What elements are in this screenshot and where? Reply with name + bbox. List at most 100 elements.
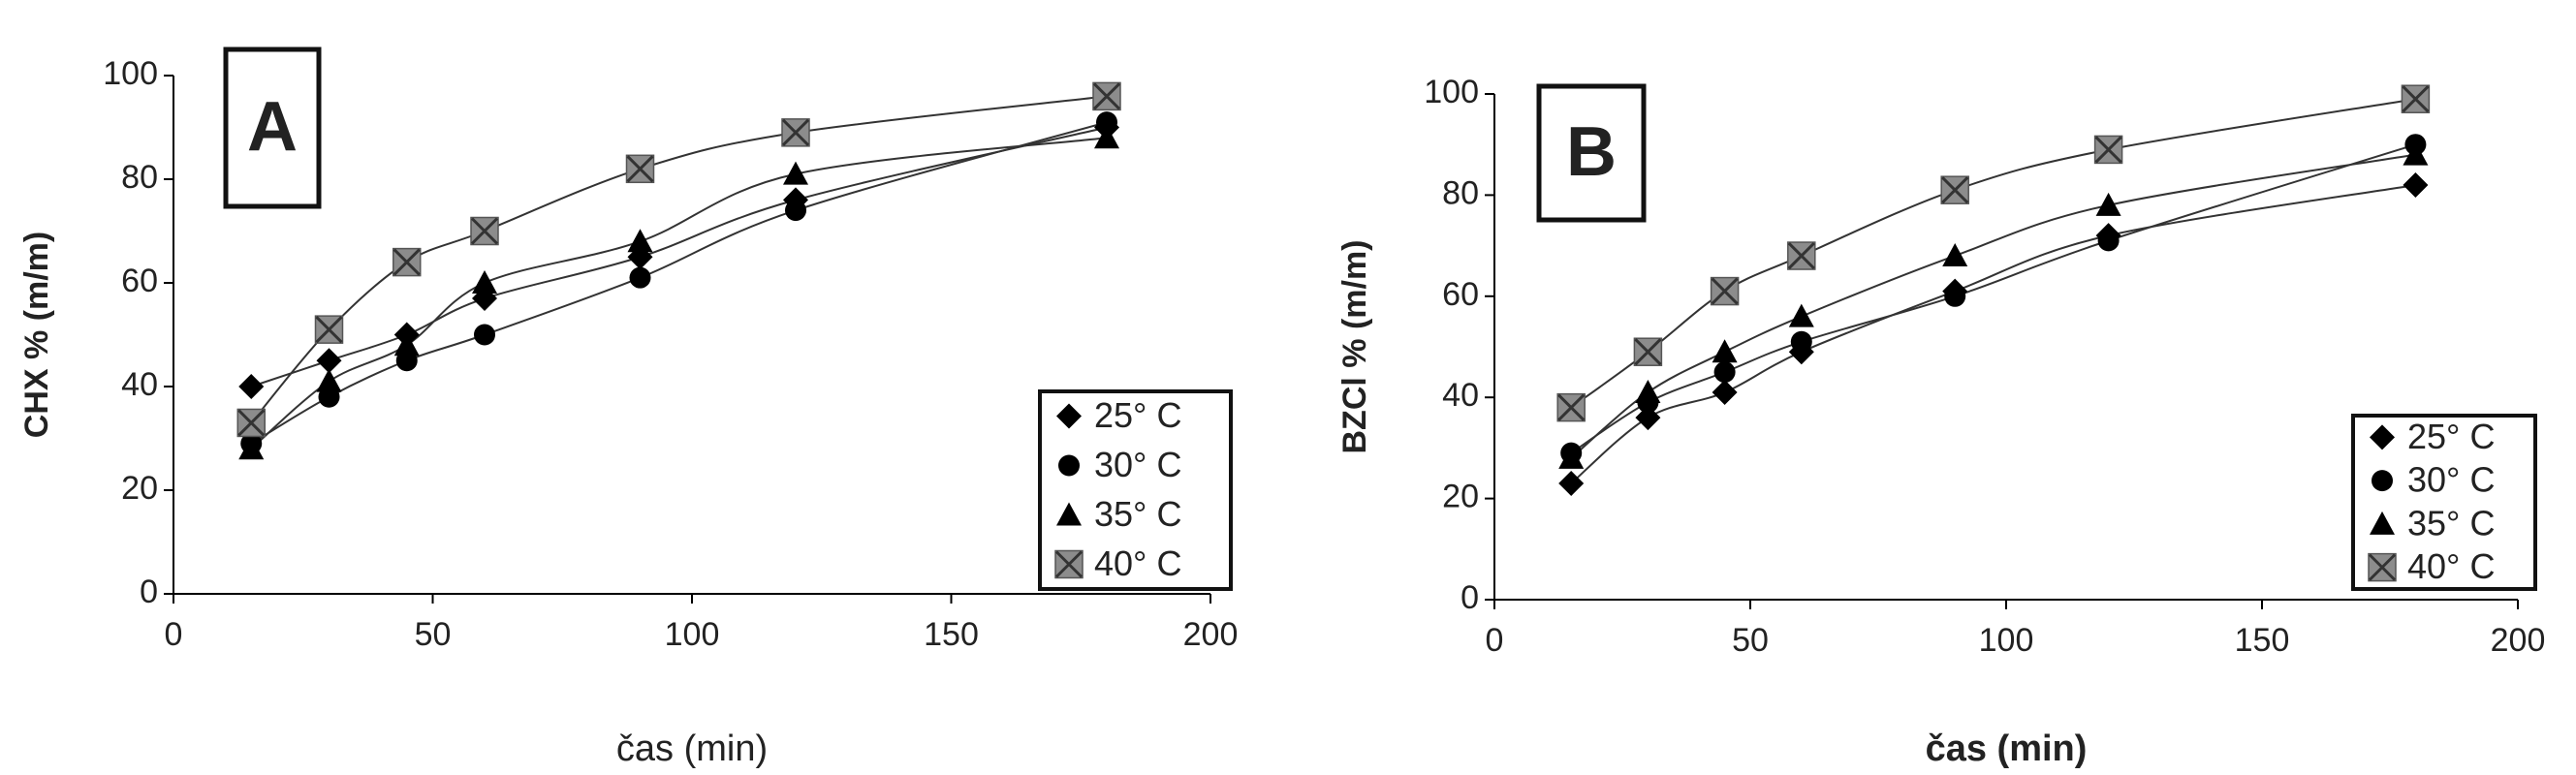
legend-label: 25° C [2407,417,2495,456]
marker [625,154,655,184]
marker [2093,135,2123,165]
marker-cross [1711,277,1739,305]
marker [1942,243,1968,267]
marker [627,229,653,253]
legend-label: 35° C [1094,494,1181,534]
marker-cross [2368,553,2397,581]
marker [1556,392,1586,422]
legend-label: 25° C [1094,395,1181,435]
marker [393,247,422,277]
marker-cross [1941,176,1969,204]
marker [1092,81,1121,111]
x-tick-label: 50 [415,616,452,653]
marker [1558,445,1585,469]
x-tick-label: 0 [1486,622,1504,659]
trend-curve [1570,183,2416,484]
legend-marker [1056,403,1082,429]
y-tick-label: 20 [1442,479,1479,515]
legend-marker [2368,552,2397,582]
trend-curve [250,121,1108,445]
legend-marker [2370,511,2395,535]
x-tick-label: 200 [2491,622,2546,659]
legend-label: 40° C [2407,546,2495,586]
x-axis-label: čas (min) [616,728,768,769]
marker [470,216,499,246]
marker [1790,330,1812,353]
y-tick-label: 100 [103,55,158,92]
legend-label: 30° C [1094,445,1181,484]
x-tick-label: 100 [1979,622,2034,659]
y-axis-label: CHX % (m/m) [18,232,55,438]
marker-cross [237,409,266,437]
marker [238,436,265,460]
marker-cross [1092,82,1121,110]
marker-cross [626,155,654,183]
legend-marker [1056,502,1082,526]
marker-cross [1054,550,1084,578]
legend-label: 40° C [1094,543,1181,583]
marker-cross [315,316,343,344]
marker [1710,276,1740,306]
marker-cross [2094,136,2122,164]
marker-cross [1634,338,1662,366]
marker [629,266,651,289]
trend-curve [1570,143,2416,454]
marker [1712,339,1738,363]
marker [785,200,806,222]
y-tick-label: 100 [1424,74,1479,110]
marker-cross [470,217,499,245]
marker [1940,175,1969,204]
marker [1558,470,1585,496]
marker [1096,111,1117,134]
marker [1635,379,1661,403]
y-tick-label: 80 [1442,174,1479,211]
marker-cross [2402,85,2430,113]
legend-marker [2370,424,2395,450]
marker [1944,285,1966,307]
trend-curve [1570,153,2416,459]
marker [2401,84,2431,113]
panel-label: B [1566,113,1617,191]
marker [474,324,495,346]
marker [783,161,808,185]
marker [2097,230,2120,252]
marker [1094,125,1119,149]
marker [472,270,497,294]
y-tick-label: 20 [121,470,158,507]
trend-curve [250,137,1108,450]
marker [316,348,342,374]
legend-marker [1054,549,1084,579]
marker [1712,379,1738,405]
marker [393,332,420,356]
legend-label: 35° C [2407,503,2495,542]
y-axis-label: BZCl % (m/m) [1336,240,1373,454]
marker [781,118,810,147]
x-axis-label: čas (min) [1926,728,2088,769]
marker-cross [393,248,421,276]
marker [236,408,266,438]
marker [2403,141,2429,166]
marker [2403,171,2429,198]
x-tick-label: 0 [165,616,183,653]
panel-label: A [247,88,298,166]
y-tick-label: 40 [121,366,158,403]
y-tick-label: 0 [140,574,158,610]
y-tick-label: 40 [1442,377,1479,414]
legend-marker [1058,454,1080,477]
y-tick-label: 60 [121,263,158,299]
marker [1633,337,1663,366]
trend-curve [1570,98,2416,409]
legend-marker [2372,470,2393,492]
marker [238,374,265,399]
y-tick-label: 80 [121,159,158,196]
marker [1787,241,1816,270]
marker-cross [781,118,810,146]
x-tick-label: 150 [2235,622,2290,659]
x-tick-label: 100 [665,616,720,653]
marker [1788,303,1814,327]
marker-cross [1787,241,1815,270]
marker [1635,405,1661,431]
marker [1713,361,1736,384]
